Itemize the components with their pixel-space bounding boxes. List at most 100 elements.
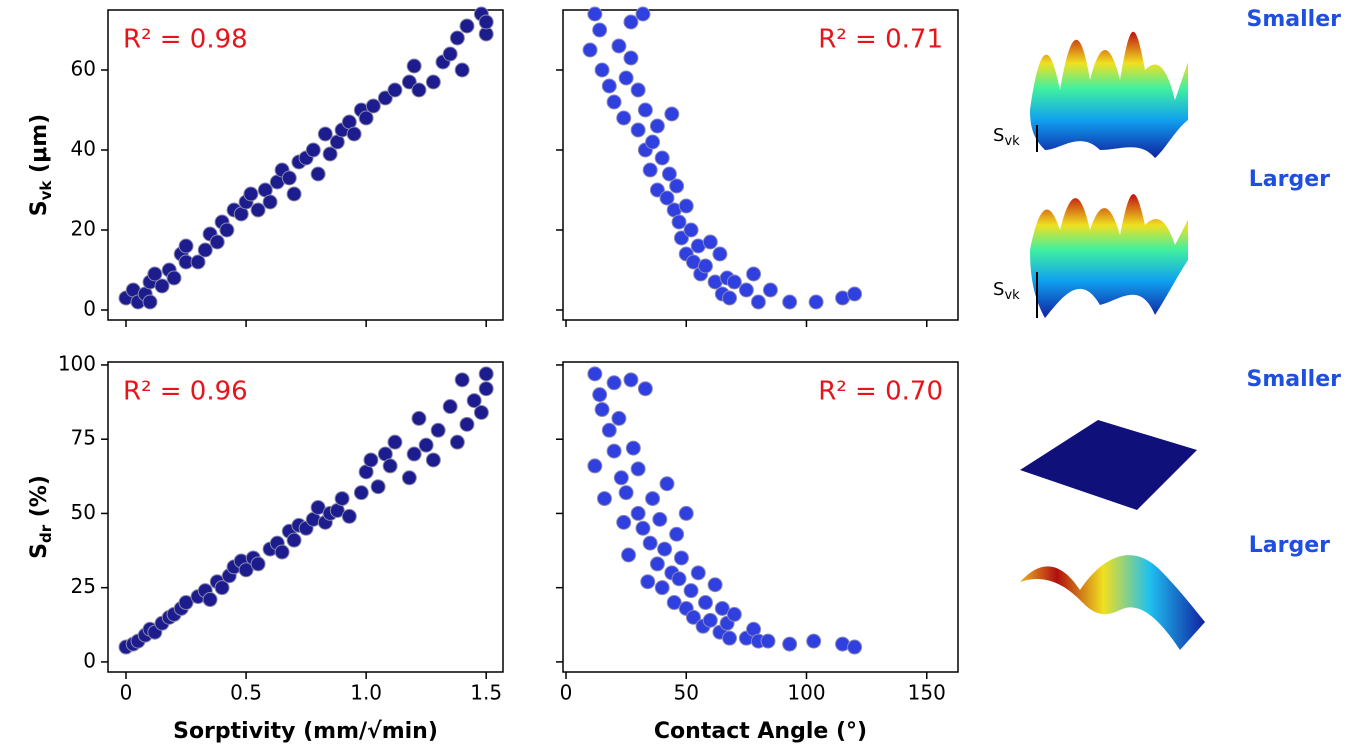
point	[847, 286, 863, 302]
y-tick-label: 75	[71, 426, 96, 450]
point	[657, 541, 673, 557]
y-label-sub: dr	[37, 524, 55, 543]
point	[454, 62, 470, 78]
rough-surface-small	[1030, 31, 1188, 158]
point	[635, 6, 651, 22]
point	[782, 294, 798, 310]
point	[645, 134, 661, 150]
point	[310, 499, 326, 515]
surface-label: Larger	[1249, 167, 1330, 192]
point	[623, 372, 639, 388]
point	[613, 470, 629, 486]
point	[623, 14, 639, 30]
point	[406, 58, 422, 74]
point	[370, 479, 386, 495]
point	[377, 90, 393, 106]
r-squared: R² = 0.70	[818, 377, 943, 407]
y-tick-label: 40	[71, 137, 96, 161]
point	[594, 402, 610, 418]
point	[596, 491, 612, 507]
point	[382, 458, 398, 474]
point	[750, 294, 766, 310]
y-tick-label: 20	[71, 217, 96, 241]
point	[202, 592, 218, 608]
point	[618, 485, 634, 501]
point	[425, 74, 441, 90]
point	[712, 246, 728, 262]
point	[806, 633, 822, 649]
svk-sub: vk	[1004, 288, 1020, 303]
point	[714, 600, 730, 616]
point	[142, 294, 158, 310]
y-label-main: S	[27, 200, 52, 216]
point	[238, 562, 254, 578]
point	[645, 491, 661, 507]
point	[702, 612, 718, 628]
point	[178, 238, 194, 254]
svk-main: S	[993, 125, 1004, 146]
x-tick-label: 150	[908, 681, 946, 705]
point	[406, 446, 422, 462]
x-tick-label: 1.0	[350, 681, 382, 705]
point	[363, 452, 379, 468]
point	[466, 393, 482, 409]
point	[601, 78, 617, 94]
point	[630, 505, 646, 521]
point	[659, 190, 675, 206]
point	[190, 254, 206, 270]
flat-surface	[1020, 420, 1197, 510]
x-tick-label: 0	[120, 681, 133, 705]
point	[346, 126, 362, 142]
y-label-main: S	[27, 543, 52, 559]
point	[726, 274, 742, 290]
plot-frame	[107, 9, 504, 321]
point	[697, 595, 713, 611]
point	[310, 166, 326, 182]
point	[334, 491, 350, 507]
surface-label: Smaller	[1247, 7, 1342, 32]
x-axis-label: Contact Angle (°)	[654, 719, 867, 744]
point	[630, 82, 646, 98]
x-tick-label: 100	[787, 681, 825, 705]
point	[478, 381, 494, 397]
point	[478, 366, 494, 382]
point	[197, 242, 213, 258]
point	[262, 194, 278, 210]
x-tick-label: 1.5	[470, 681, 502, 705]
point	[358, 110, 374, 126]
point	[637, 381, 653, 397]
point	[649, 118, 665, 134]
point	[722, 630, 738, 646]
point	[401, 470, 417, 486]
point	[250, 556, 266, 572]
point	[649, 182, 665, 198]
point	[401, 74, 417, 90]
point	[625, 440, 641, 456]
point	[411, 410, 427, 426]
point	[847, 639, 863, 655]
point	[459, 18, 475, 34]
point	[762, 282, 778, 298]
point	[592, 22, 608, 38]
smooth-surface	[1020, 555, 1205, 650]
point	[669, 526, 685, 542]
point	[209, 234, 225, 250]
point	[671, 571, 687, 587]
point	[214, 580, 230, 596]
surface-label: Smaller	[1247, 367, 1342, 392]
surface-label: Larger	[1249, 533, 1330, 558]
point	[365, 98, 381, 114]
x-tick-label: 0.5	[230, 681, 262, 705]
x-tick-label: 0	[560, 681, 573, 705]
point	[601, 422, 617, 438]
y-tick-label: 0	[83, 648, 96, 672]
point	[442, 399, 458, 415]
plot-frame	[562, 361, 959, 673]
point	[473, 404, 489, 420]
r-squared: R² = 0.71	[818, 25, 943, 55]
point	[673, 550, 689, 566]
point	[478, 14, 494, 30]
point	[606, 443, 622, 459]
point	[341, 508, 357, 524]
point	[147, 266, 163, 282]
